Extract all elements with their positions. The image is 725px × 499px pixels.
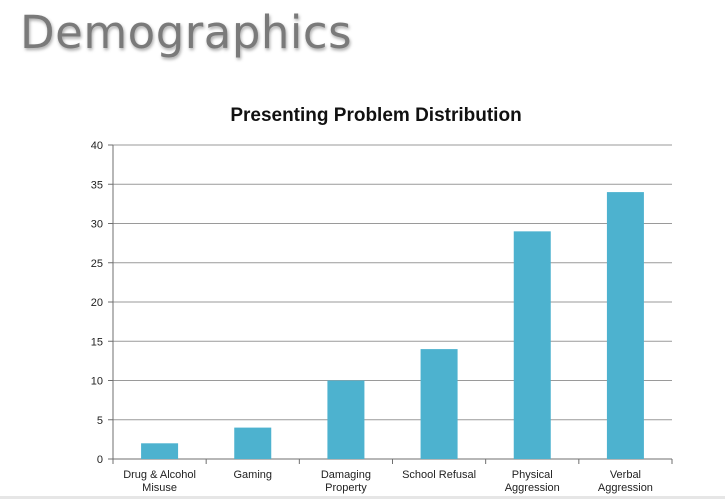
y-tick-labels: 0 5 10 15 20 25 30 35 40 (91, 140, 103, 466)
y-tick-label: 30 (91, 219, 103, 231)
bars (141, 192, 644, 459)
axes (108, 144, 673, 464)
chart-title: Presenting Problem Distribution (230, 105, 521, 126)
bar (141, 443, 179, 459)
bar (420, 349, 458, 459)
y-tick-label: 20 (91, 297, 103, 309)
x-tick-label: Gaming (233, 469, 272, 481)
y-tick-label: 25 (91, 258, 103, 270)
x-tick-label: Drug & Alcohol Misuse (123, 469, 196, 494)
y-tick-label: 10 (91, 376, 103, 388)
bar (606, 192, 644, 459)
slide-title: Demographics (20, 6, 353, 59)
bar (327, 380, 365, 459)
bar (234, 427, 272, 459)
y-tick-label: 40 (91, 140, 103, 152)
y-tick-label: 0 (97, 454, 103, 466)
y-tick-label: 5 (97, 415, 103, 427)
slide-footer-line (0, 496, 725, 499)
y-tick-label: 35 (91, 179, 103, 191)
x-tick-label: Physical Aggression (505, 469, 560, 494)
y-tick-label: 15 (91, 336, 103, 348)
x-tick-label: Verbal Aggression (598, 469, 653, 494)
x-tick-label: Damaging Property (321, 469, 371, 494)
x-tick-label: School Refusal (402, 469, 476, 481)
gridlines (113, 144, 672, 421)
bar (513, 231, 551, 459)
x-tick-labels: Drug & Alcohol Misuse Gaming Damaging Proper… (123, 469, 653, 494)
